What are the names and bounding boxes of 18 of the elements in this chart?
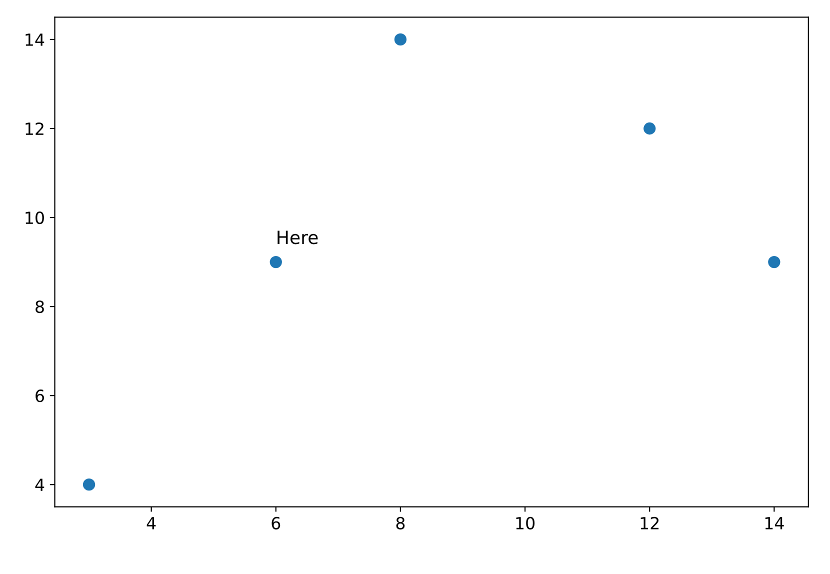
y-tick-label: 4: [35, 478, 44, 491]
x-tick-label: 10: [516, 516, 535, 530]
point: [82, 478, 96, 491]
y-tick-label: 8: [36, 300, 44, 314]
point: [394, 33, 407, 46]
x-tick-label: 6: [272, 516, 280, 530]
x-tick-label: 4: [146, 517, 156, 530]
y-tick-label: 10: [26, 211, 44, 224]
annotation: Here: [278, 230, 318, 244]
y-tick-label: 6: [36, 390, 44, 402]
x-tick-label: 8: [396, 516, 405, 530]
y-tick-label: 14: [26, 34, 44, 46]
y-tick-label: 12: [26, 122, 44, 135]
point: [768, 256, 780, 268]
point: [644, 122, 656, 135]
point: [270, 256, 282, 268]
x-tick-label: 14: [765, 517, 784, 530]
x-tick-label: 12: [640, 516, 659, 530]
